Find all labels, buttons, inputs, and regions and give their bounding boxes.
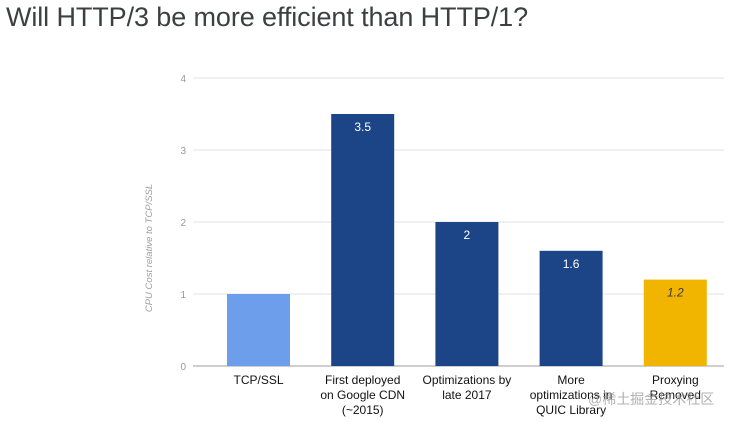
data-labels: 3.5 2 1.6 1.2 (354, 120, 684, 300)
bars (227, 114, 707, 366)
data-label-5: 1.2 (667, 286, 684, 300)
y-axis-title: CPU Cost relative to TCP/SSL (144, 184, 155, 312)
x-category-label: on Google CDN (320, 388, 405, 402)
x-category-label: Removed (650, 388, 701, 402)
bar-3 (435, 222, 499, 366)
x-category-label: More (557, 373, 585, 387)
y-tick-label: 4 (180, 74, 186, 85)
data-label-3: 2 (464, 228, 471, 242)
x-category-label: Optimizations by (423, 373, 512, 387)
bar-2 (331, 114, 395, 366)
y-tick-label: 0 (180, 362, 186, 373)
y-tick-label: 1 (180, 290, 186, 301)
y-axis-ticks: 0 1 2 3 4 (180, 74, 186, 373)
x-category-label: (~2015) (342, 403, 384, 417)
watermark: @稀土掘金技术社区 (588, 391, 715, 407)
x-category-label: TCP/SSL (233, 373, 283, 387)
data-label-2: 3.5 (354, 120, 371, 134)
y-tick-label: 3 (180, 146, 186, 157)
bar-4 (539, 250, 603, 366)
x-category-label: QUIC Library (536, 403, 606, 417)
slide-title: Will HTTP/3 be more efficient than HTTP/… (6, 2, 528, 32)
data-label-4: 1.6 (563, 257, 580, 271)
x-category-label: Proxying (652, 373, 699, 387)
x-category-label: First deployed (325, 373, 400, 387)
x-category-label: late 2017 (442, 388, 492, 402)
bar-1 (227, 294, 290, 366)
y-tick-label: 2 (180, 218, 186, 229)
x-category-label: optimizations in (530, 388, 613, 402)
bar-5 (643, 279, 707, 366)
